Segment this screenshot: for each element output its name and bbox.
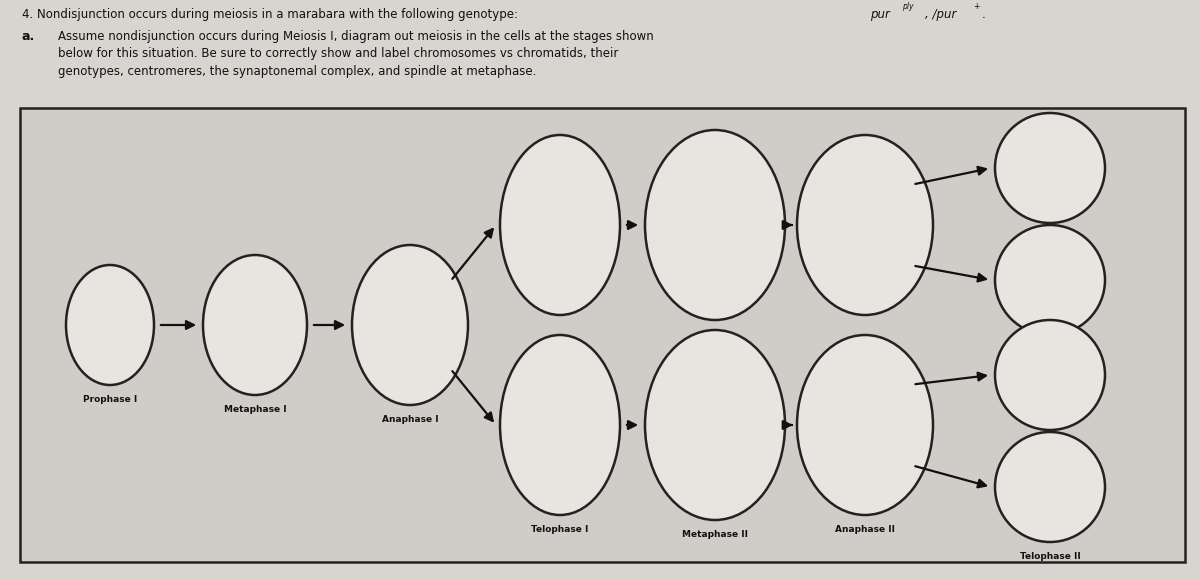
Text: Telophase II: Telophase II bbox=[1020, 552, 1080, 561]
Ellipse shape bbox=[203, 255, 307, 395]
Ellipse shape bbox=[646, 330, 785, 520]
Text: , /pur: , /pur bbox=[925, 8, 956, 21]
Text: Assume nondisjunction occurs during Meiosis I, diagram out meiosis in the cells : Assume nondisjunction occurs during Meio… bbox=[58, 30, 654, 78]
Text: pur: pur bbox=[870, 8, 890, 21]
Ellipse shape bbox=[352, 245, 468, 405]
Ellipse shape bbox=[66, 265, 154, 385]
Text: .: . bbox=[982, 8, 985, 21]
Ellipse shape bbox=[500, 335, 620, 515]
Text: ply: ply bbox=[902, 2, 913, 11]
FancyBboxPatch shape bbox=[20, 108, 1186, 562]
Ellipse shape bbox=[646, 130, 785, 320]
Ellipse shape bbox=[995, 432, 1105, 542]
Ellipse shape bbox=[995, 225, 1105, 335]
Text: Prophase I: Prophase I bbox=[83, 395, 137, 404]
Text: Metaphase II: Metaphase II bbox=[682, 530, 748, 539]
Text: Anaphase I: Anaphase I bbox=[382, 415, 438, 424]
Ellipse shape bbox=[797, 135, 934, 315]
Text: Anaphase II: Anaphase II bbox=[835, 525, 895, 534]
Text: a.: a. bbox=[22, 30, 35, 43]
Text: Metaphase I: Metaphase I bbox=[223, 405, 287, 414]
Ellipse shape bbox=[995, 113, 1105, 223]
Ellipse shape bbox=[797, 335, 934, 515]
Ellipse shape bbox=[995, 320, 1105, 430]
Ellipse shape bbox=[500, 135, 620, 315]
Text: +: + bbox=[973, 2, 979, 11]
Text: Telophase I: Telophase I bbox=[532, 525, 589, 534]
Text: 4. Nondisjunction occurs during meiosis in a marabara with the following genotyp: 4. Nondisjunction occurs during meiosis … bbox=[22, 8, 522, 21]
